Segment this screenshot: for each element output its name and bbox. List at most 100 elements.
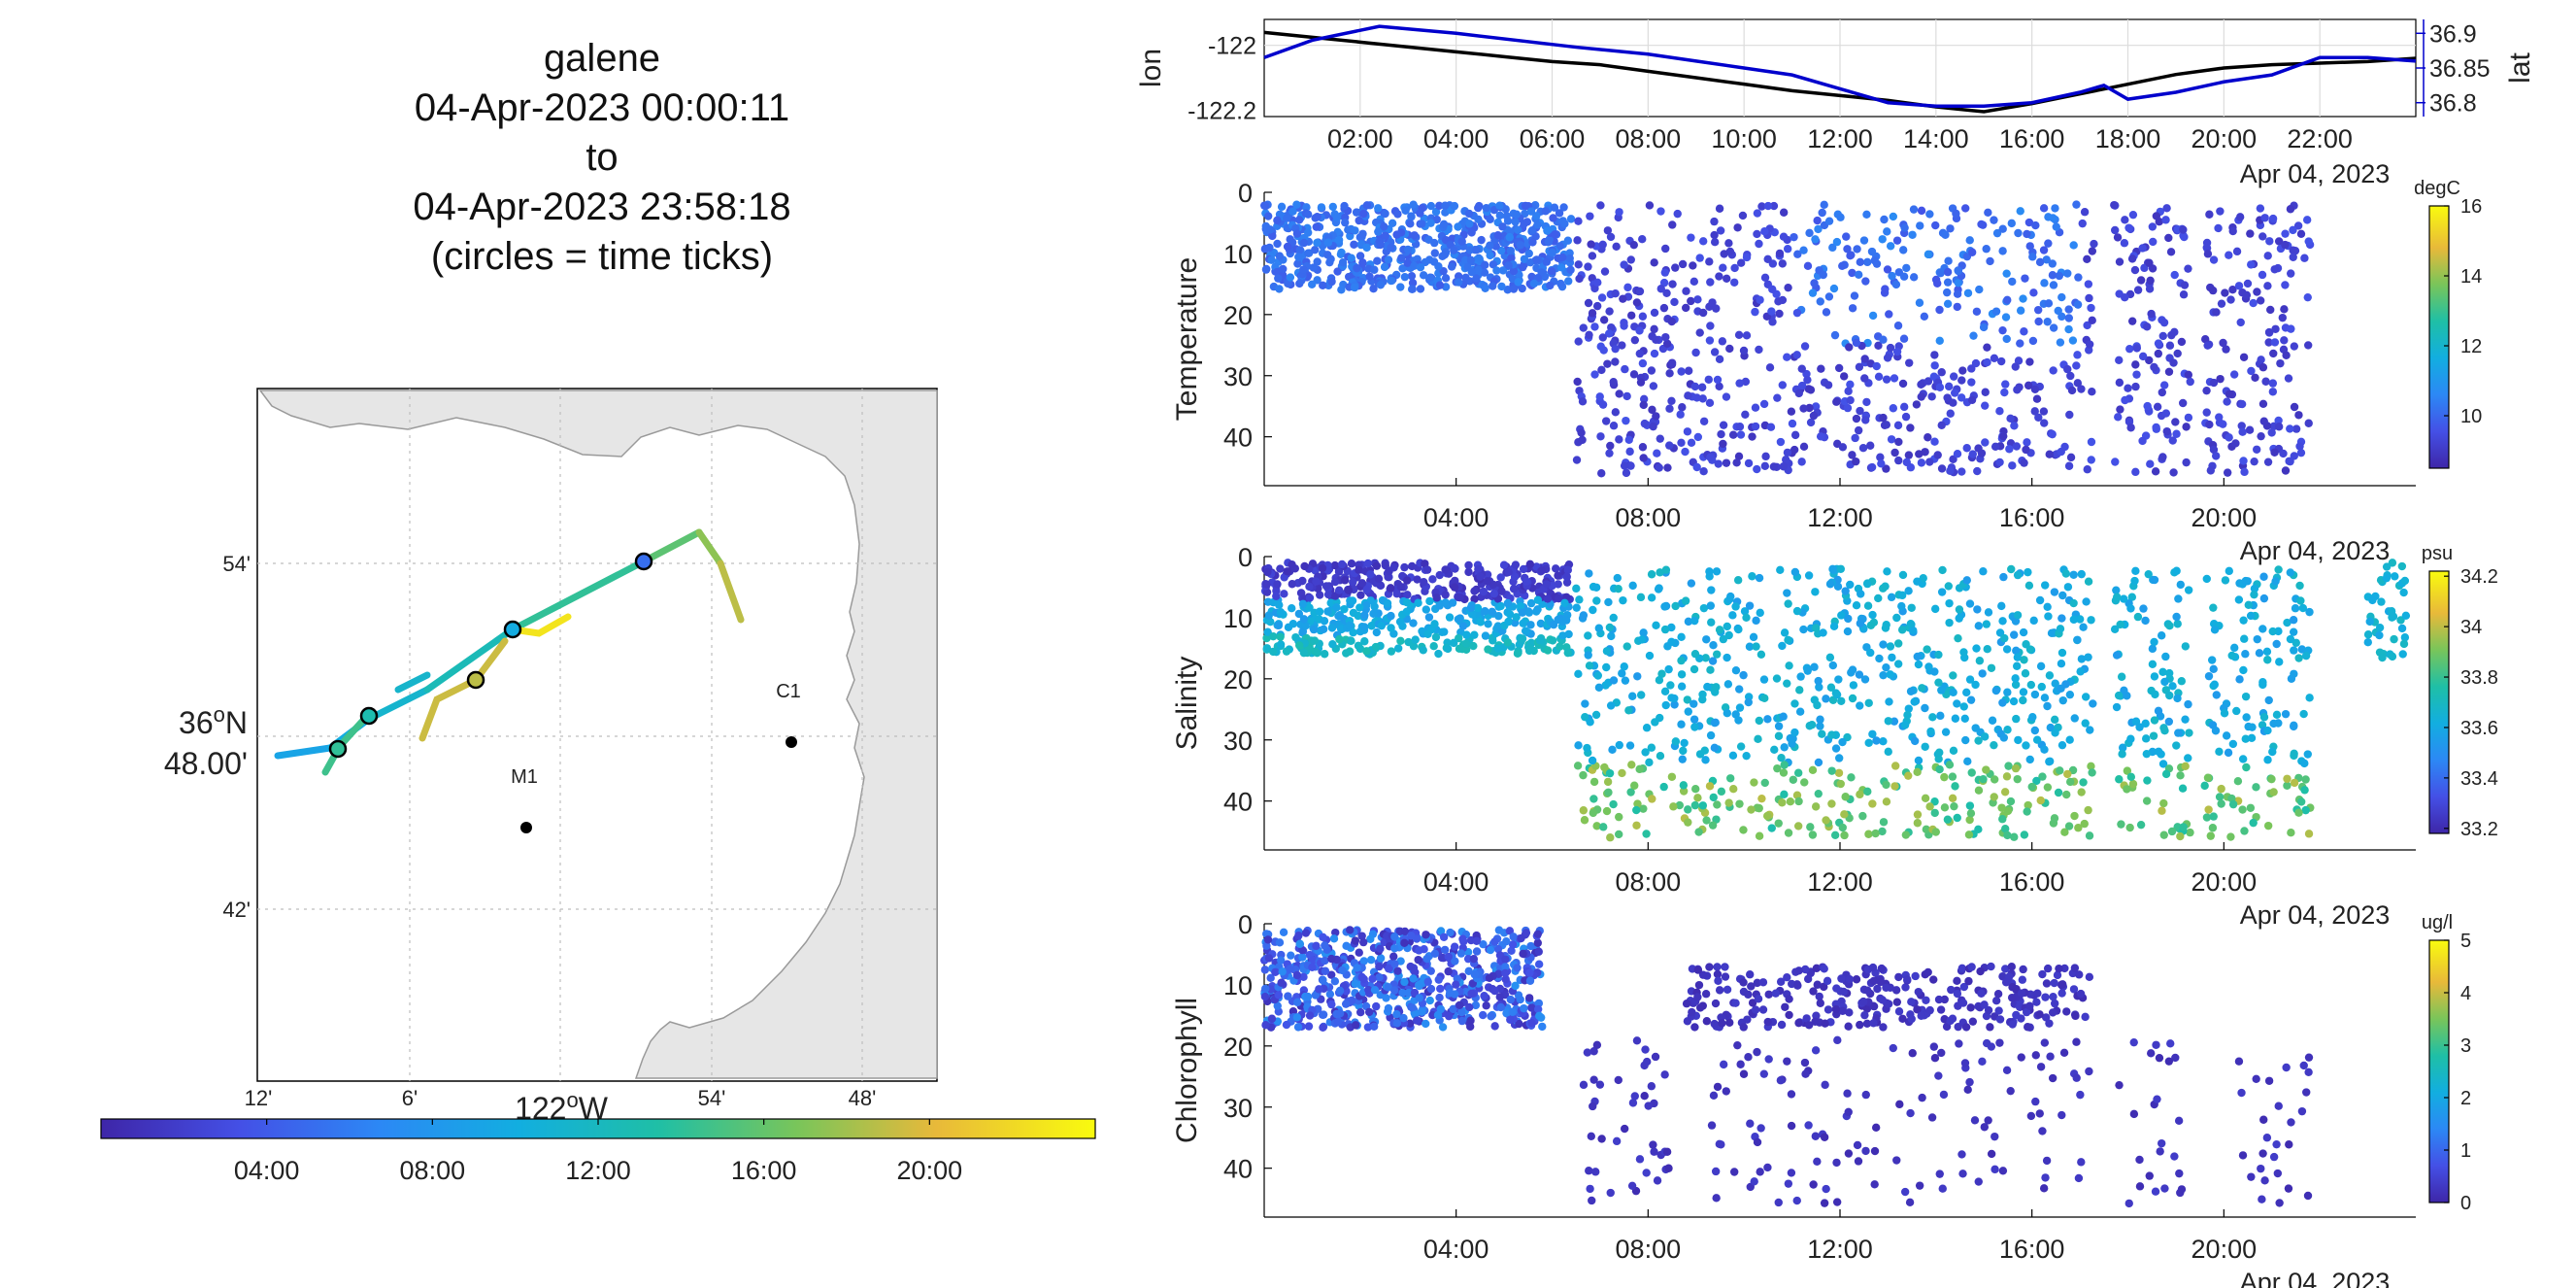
salinity-point bbox=[1841, 587, 1850, 595]
salinity-point bbox=[1633, 672, 1642, 681]
temperature-point bbox=[2245, 425, 2255, 434]
salinity-point bbox=[1728, 751, 1738, 761]
salinity-point bbox=[1370, 602, 1379, 611]
salinity-point bbox=[2110, 625, 2120, 633]
temperature-point bbox=[1480, 268, 1489, 277]
chlorophyll-point bbox=[1490, 937, 1499, 946]
temperature-point bbox=[1337, 248, 1346, 257]
chlorophyll-point bbox=[1801, 1069, 1810, 1078]
temperature-xtick-label: 12:00 bbox=[1807, 503, 1873, 532]
salinity-point bbox=[2061, 680, 2070, 689]
chlorophyll-point bbox=[1718, 1019, 1726, 1028]
salinity-point bbox=[2158, 667, 2167, 677]
chlorophyll-point bbox=[1911, 971, 1920, 981]
temperature-point bbox=[2088, 388, 2096, 396]
chlorophyll-colorbar-tick-label: 5 bbox=[2460, 931, 2471, 952]
temperature-point bbox=[1915, 298, 1924, 307]
salinity-point bbox=[2139, 604, 2148, 613]
salinity-point bbox=[1829, 622, 1839, 631]
temperature-point bbox=[1441, 201, 1450, 210]
salinity-point bbox=[1623, 642, 1631, 651]
salinity-point bbox=[2003, 830, 2012, 840]
salinity-point bbox=[1890, 782, 1899, 791]
temperature-point bbox=[1963, 288, 1973, 297]
temperature-point bbox=[1687, 296, 1695, 306]
temperature-point bbox=[1800, 342, 1810, 351]
temperature-xtick-label: 04:00 bbox=[1423, 503, 1489, 532]
temperature-point bbox=[1288, 207, 1297, 216]
temperature-point bbox=[1381, 209, 1389, 219]
temperature-point bbox=[2127, 317, 2137, 325]
temperature-point bbox=[1794, 389, 1803, 398]
temperature-point bbox=[1760, 461, 1770, 471]
salinity-point bbox=[2299, 709, 2308, 719]
salinity-point bbox=[1913, 577, 1922, 586]
temperature-point bbox=[2206, 466, 2216, 475]
temperature-point bbox=[1944, 382, 1954, 391]
chlorophyll-point bbox=[2171, 1053, 2180, 1063]
chlorophyll-point bbox=[1260, 966, 1270, 974]
salinity-point bbox=[1687, 579, 1696, 588]
temperature-point bbox=[1514, 278, 1522, 287]
salinity-point bbox=[1812, 624, 1821, 632]
salinity-point bbox=[1921, 703, 1929, 713]
salinity-point bbox=[2158, 760, 2168, 768]
temperature-point bbox=[2268, 214, 2278, 223]
chlorophyll-point bbox=[1870, 1180, 1879, 1189]
temperature-point bbox=[1708, 298, 1717, 307]
temperature-point bbox=[1830, 330, 1840, 340]
chlorophyll-point bbox=[1694, 980, 1704, 990]
temperature-point bbox=[2263, 458, 2273, 466]
temperature-ytick-label: 10 bbox=[1223, 240, 1253, 269]
chlorophyll-point bbox=[1385, 964, 1393, 973]
temperature-ytick-label: 20 bbox=[1223, 301, 1253, 330]
temperature-point bbox=[1924, 433, 1932, 442]
chlorophyll-point bbox=[1445, 989, 1455, 998]
temperature-point bbox=[1946, 224, 1955, 233]
salinity-point bbox=[2208, 824, 2218, 832]
salinity-point bbox=[2305, 607, 2314, 617]
temperature-point bbox=[1626, 461, 1635, 470]
temperature-point bbox=[1848, 268, 1857, 278]
track-segment bbox=[640, 528, 703, 565]
temperature-point bbox=[2257, 431, 2265, 441]
temperature-point bbox=[1279, 264, 1288, 274]
salinity-point bbox=[1748, 572, 1756, 581]
temperature-point bbox=[2290, 342, 2299, 351]
chlorophyll-point bbox=[1811, 1046, 1821, 1055]
temperature-point bbox=[1551, 230, 1559, 239]
salinity-point bbox=[2084, 577, 2093, 586]
salinity-point bbox=[1706, 730, 1716, 740]
salinity-point bbox=[1971, 724, 1980, 732]
temperature-point bbox=[2158, 453, 2167, 461]
salinity-point bbox=[1887, 593, 1896, 602]
temperature-point bbox=[1263, 212, 1273, 220]
salinity-point bbox=[1593, 671, 1603, 680]
temperature-point bbox=[1943, 267, 1953, 277]
temperature-point bbox=[1689, 277, 1699, 287]
salinity-point bbox=[2065, 777, 2075, 787]
chlorophyll-point bbox=[1471, 1000, 1481, 1010]
temperature-point bbox=[1524, 249, 1533, 258]
chlorophyll-point bbox=[1966, 1003, 1975, 1012]
temperature-point bbox=[1450, 246, 1458, 254]
temperature-point bbox=[1953, 289, 1962, 298]
chlorophyll-point bbox=[2135, 1155, 2144, 1165]
salinity-point bbox=[1945, 618, 1954, 627]
temperature-point bbox=[1662, 339, 1672, 348]
chlorophyll-point bbox=[1538, 1022, 1547, 1032]
chlorophyll-point bbox=[1434, 975, 1443, 984]
chlorophyll-point bbox=[2160, 1184, 2169, 1193]
temperature-point bbox=[1718, 337, 1727, 346]
salinity-point bbox=[2116, 620, 2124, 629]
salinity-point bbox=[1890, 717, 1899, 726]
chlorophyll-point bbox=[2031, 1097, 2040, 1106]
chlorophyll-point bbox=[2156, 1147, 2164, 1156]
chlorophyll-point bbox=[2042, 1013, 2051, 1022]
temperature-point bbox=[2029, 288, 2038, 297]
salinity-point bbox=[2204, 805, 2213, 814]
temperature-point bbox=[2064, 324, 2073, 334]
temperature-point bbox=[1899, 402, 1909, 412]
salinity-point bbox=[2112, 586, 2121, 594]
salinity-point bbox=[1709, 793, 1718, 802]
